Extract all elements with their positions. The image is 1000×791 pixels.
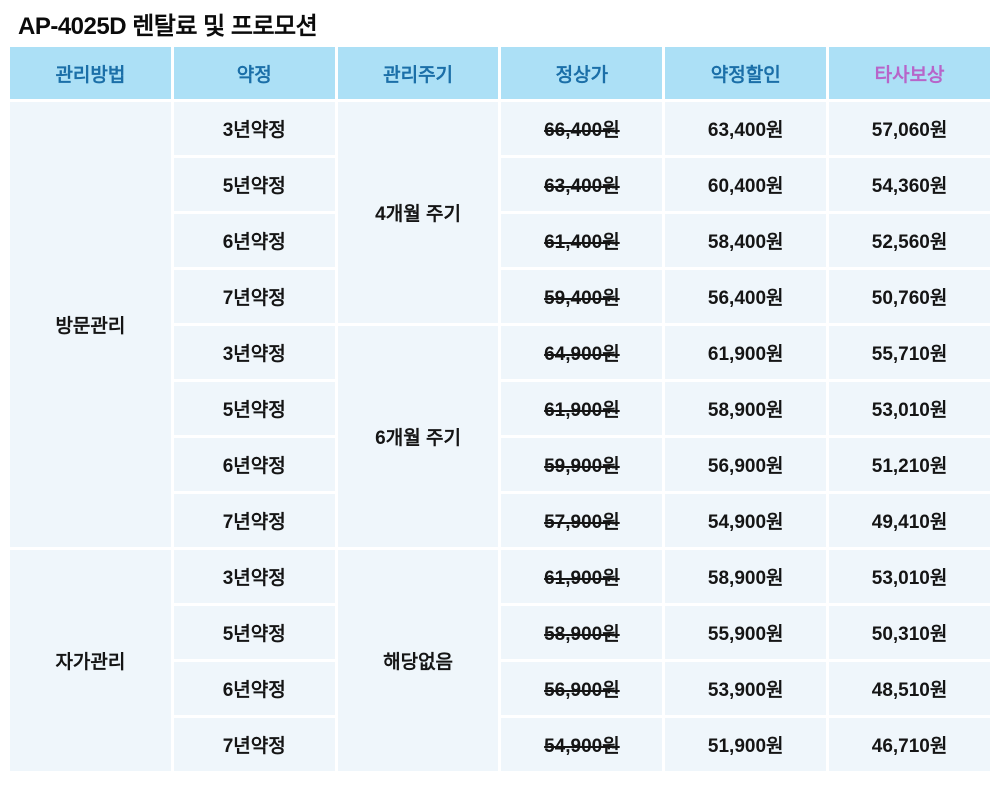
contract-discount-cell: 56,400원 [665,270,827,323]
management-cycle-cell: 6개월 주기 [337,326,499,547]
contract-term-cell: 7년약정 [173,718,335,771]
contract-discount-cell: 60,400원 [665,158,827,211]
competitor-reward-cell: 50,760원 [829,270,990,323]
contract-term-cell: 7년약정 [173,270,335,323]
table-row: 7년약정 54,900원 51,900원 46,710원 [10,718,990,771]
regular-price-cell: 61,400원 [501,214,663,267]
competitor-reward-cell: 54,360원 [829,158,990,211]
contract-discount-cell: 58,400원 [665,214,827,267]
competitor-reward-cell: 50,310원 [829,606,990,659]
competitor-reward-cell: 52,560원 [829,214,990,267]
column-header-contract-discount: 약정할인 [665,47,827,99]
column-header-contract-term: 약정 [173,47,335,99]
contract-term-cell: 3년약정 [173,102,335,155]
regular-price-cell-text: 61,900원 [544,568,620,589]
regular-price-cell: 59,900원 [501,438,663,491]
contract-term-cell: 6년약정 [173,662,335,715]
rental-price-table: 관리방법 약정 관리주기 정상가 약정할인 타사보상 방문관리 3년약정 4개월 주… [7,44,993,774]
competitor-reward-cell: 46,710원 [829,718,990,771]
table-header-row: 관리방법 약정 관리주기 정상가 약정할인 타사보상 [10,47,990,99]
regular-price-cell: 64,900원 [501,326,663,379]
regular-price-cell-text: 59,400원 [544,288,620,309]
management-method-cell: 방문관리 [10,102,171,547]
contract-discount-cell: 58,900원 [665,550,827,603]
table-row: 5년약정 61,900원 58,900원 53,010원 [10,382,990,435]
competitor-reward-cell: 51,210원 [829,438,990,491]
regular-price-cell-text: 57,900원 [544,512,620,533]
contract-discount-cell: 61,900원 [665,326,827,379]
contract-term-cell: 6년약정 [173,438,335,491]
contract-discount-cell: 51,900원 [665,718,827,771]
regular-price-cell-text: 58,900원 [544,624,620,645]
regular-price-cell: 66,400원 [501,102,663,155]
table-row: 자가관리 3년약정 해당없음 61,900원 58,900원 53,010원 [10,550,990,771]
table-row: 3년약정 6개월 주기 64,900원 61,900원 55,710원 [10,326,990,547]
contract-term-cell: 7년약정 [173,494,335,547]
competitor-reward-cell: 53,010원 [829,382,990,435]
contract-term-cell: 6년약정 [173,214,335,267]
column-header-management-cycle: 관리주기 [337,47,499,99]
regular-price-cell: 56,900원 [501,662,663,715]
contract-discount-cell: 56,900원 [665,438,827,491]
regular-price-cell-text: 61,400원 [544,232,620,253]
column-header-competitor-reward: 타사보상 [829,47,990,99]
regular-price-cell: 61,900원 [501,382,663,435]
contract-term-cell: 5년약정 [173,606,335,659]
competitor-reward-cell: 49,410원 [829,494,990,547]
regular-price-cell-text: 56,900원 [544,680,620,701]
table-body: 방문관리 3년약정 4개월 주기 66,400원 63,400원 57,060원 5년약정 6… [10,102,990,771]
regular-price-cell-text: 59,900원 [544,456,620,477]
contract-discount-cell: 53,900원 [665,662,827,715]
column-header-management-method: 관리방법 [10,47,171,99]
contract-discount-cell: 55,900원 [665,606,827,659]
regular-price-cell: 63,400원 [501,158,663,211]
contract-discount-cell: 63,400원 [665,102,827,155]
contract-discount-cell: 54,900원 [665,494,827,547]
regular-price-cell-text: 64,900원 [544,344,620,365]
management-method-cell: 자가관리 [10,550,171,771]
table-row: 방문관리 3년약정 4개월 주기 66,400원 63,400원 57,060원 [10,102,990,547]
competitor-reward-cell: 48,510원 [829,662,990,715]
regular-price-cell: 59,400원 [501,270,663,323]
table-row: 5년약정 58,900원 55,900원 50,310원 [10,606,990,659]
table-row: 6년약정 59,900원 56,900원 51,210원 [10,438,990,491]
competitor-reward-cell: 53,010원 [829,550,990,603]
table-row: 6년약정 56,900원 53,900원 48,510원 [10,662,990,715]
table-row: 7년약정 57,900원 54,900원 49,410원 [10,494,990,547]
regular-price-cell-text: 54,900원 [544,736,620,757]
table-row: 7년약정 59,400원 56,400원 50,760원 [10,270,990,323]
regular-price-cell: 61,900원 [501,550,663,603]
regular-price-cell-text: 61,900원 [544,400,620,421]
contract-term-cell: 5년약정 [173,158,335,211]
contract-term-cell: 3년약정 [173,550,335,603]
regular-price-cell: 57,900원 [501,494,663,547]
management-cycle-cell: 4개월 주기 [337,102,499,323]
page-title: AP-4025D 렌탈료 및 프로모션 [18,13,318,40]
regular-price-cell: 58,900원 [501,606,663,659]
column-header-regular-price: 정상가 [501,47,663,99]
contract-term-cell: 3년약정 [173,326,335,379]
table-row: 5년약정 63,400원 60,400원 54,360원 [10,158,990,211]
table-row: 6년약정 61,400원 58,400원 52,560원 [10,214,990,267]
contract-discount-cell: 58,900원 [665,382,827,435]
management-cycle-cell: 해당없음 [337,550,499,771]
competitor-reward-cell: 55,710원 [829,326,990,379]
competitor-reward-cell: 57,060원 [829,102,990,155]
regular-price-cell-text: 66,400원 [544,120,620,141]
regular-price-cell-text: 63,400원 [544,176,620,197]
contract-term-cell: 5년약정 [173,382,335,435]
regular-price-cell: 54,900원 [501,718,663,771]
